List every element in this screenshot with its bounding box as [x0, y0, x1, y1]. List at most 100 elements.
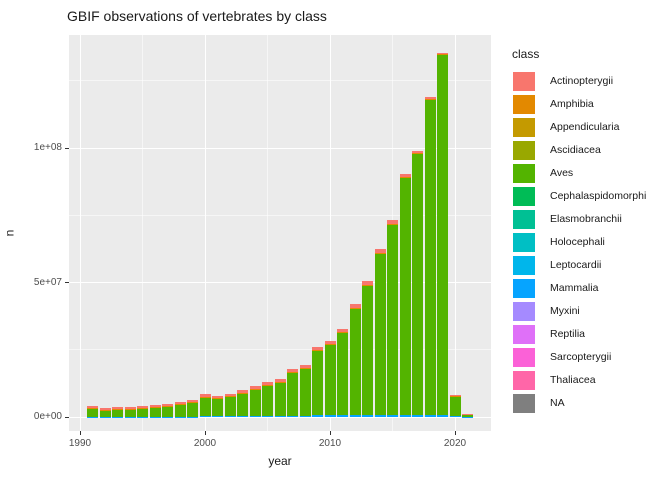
bar-2000: [199, 394, 211, 417]
bar-segment-aves: [349, 308, 361, 415]
bar-segment-aves: [137, 407, 148, 417]
x-axis-title: year: [268, 454, 292, 468]
bar-segment-actinopterygii: [399, 173, 411, 177]
bar-segment-aves: [249, 389, 261, 416]
bar-2014: [374, 248, 386, 417]
bar-segment-actinopterygii: [124, 407, 136, 409]
bar-segment-actinopterygii: [299, 365, 311, 369]
gridline-x-major: [329, 35, 331, 431]
bar-segment-actinopterygii: [324, 340, 336, 344]
legend-swatch-icon: [513, 371, 535, 390]
bar-segment-amphibia: [362, 284, 373, 286]
y-tick-label: 1e+08: [33, 142, 62, 153]
legend-swatch-icon: [513, 256, 535, 275]
legend-item-label: Ascidiacea: [550, 144, 601, 156]
bar-segment-mammalia: [249, 415, 261, 417]
bar-2015: [387, 219, 398, 417]
legend-swatch-icon: [513, 141, 535, 160]
bar-segment-aves: [312, 350, 323, 416]
bar-segment-aves: [374, 253, 386, 415]
legend-key-sarcopterygii: Sarcopterygii: [513, 348, 668, 367]
bar-1994: [124, 407, 136, 417]
legend-item-label: Cephalaspidomorphi: [550, 190, 647, 202]
bar-segment-mammalia: [424, 414, 436, 417]
legend-item-label: NA: [550, 397, 565, 409]
bar-segment-mammalia: [324, 414, 336, 417]
y-tick-label: 0e+00: [33, 411, 62, 422]
bar-segment-aves: [287, 372, 298, 416]
bar-2005: [262, 382, 273, 417]
legend-title: class: [512, 47, 540, 61]
bar-segment-actinopterygii: [224, 394, 236, 397]
legend-item-label: Reptilia: [550, 328, 586, 340]
x-tick-mark: [329, 431, 331, 435]
bar-segment-actinopterygii: [349, 304, 361, 308]
bar-segment-actinopterygii: [449, 395, 461, 396]
bar-segment-actinopterygii: [112, 407, 123, 409]
bar-segment-actinopterygii: [174, 401, 186, 405]
bar-segment-mammalia: [199, 416, 211, 417]
bar-segment-mammalia: [362, 414, 373, 417]
legend-swatch-icon: [513, 348, 535, 367]
legend-key-holocephali: Holocephali: [513, 233, 668, 252]
legend-swatch-icon: [513, 279, 535, 298]
bar-segment-mammalia: [374, 414, 386, 417]
gridline-y-minor: [69, 349, 491, 351]
bar-segment-actinopterygii: [87, 405, 98, 408]
bar-segment-amphibia: [399, 176, 411, 178]
x-tick-label: 1990: [68, 438, 92, 449]
gridline-x-major: [79, 35, 81, 431]
bar-segment-aves: [99, 409, 111, 417]
bar-segment-aves: [299, 368, 311, 416]
bar-1991: [87, 405, 98, 417]
bar-segment-aves: [274, 382, 286, 416]
legend-swatch-icon: [513, 233, 535, 252]
bar-segment-actinopterygii: [99, 408, 111, 410]
bar-segment-aves: [399, 177, 411, 415]
bar-segment-mammalia: [312, 415, 323, 417]
bar-segment-actinopterygii: [337, 328, 348, 332]
legend-key-mammalia: Mammalia: [513, 279, 668, 298]
legend-swatch-icon: [513, 187, 535, 206]
bar-segment-actinopterygii: [162, 404, 173, 407]
legend-swatch-icon: [513, 95, 535, 114]
bar-segment-aves: [124, 408, 136, 417]
legend-item-label: Myxini: [550, 305, 580, 317]
bar-segment-aves: [187, 402, 198, 417]
gridline-y-major: [69, 147, 491, 149]
bar-segment-mammalia: [387, 414, 398, 417]
bar-segment-amphibia: [387, 223, 398, 225]
legend-key-na: NA: [513, 394, 668, 413]
bar-segment-actinopterygii: [149, 405, 161, 408]
bar-2011: [337, 328, 348, 417]
gridline-x-minor: [267, 35, 268, 431]
bar-segment-aves: [462, 414, 473, 417]
legend-item-label: Thaliacea: [550, 374, 596, 386]
legend-swatch-icon: [513, 325, 535, 344]
bar-segment-aves: [199, 396, 211, 417]
bar-segment-aves: [212, 398, 223, 417]
bar-segment-aves: [149, 407, 161, 417]
bar-2007: [287, 368, 298, 417]
bar-2019: [437, 52, 448, 417]
bar-segment-aves: [237, 392, 248, 416]
legend-key-myxini: Myxini: [513, 302, 668, 321]
bar-segment-aves: [162, 406, 173, 417]
x-tick-label: 2020: [443, 438, 467, 449]
bar-segment-aves: [262, 385, 273, 416]
legend: class Actinopterygii Amphibia Appendicular…: [505, 47, 670, 427]
legend-key-ascidiacea: Ascidiacea: [513, 141, 668, 160]
bar-segment-actinopterygii: [212, 396, 223, 399]
gridline-y-minor: [69, 214, 491, 216]
bar-2006: [274, 379, 286, 417]
bar-segment-aves: [87, 407, 98, 417]
legend-key-reptilia: Reptilia: [513, 325, 668, 344]
legend-key-cephalaspidomorphi: Cephalaspidomorphi: [513, 187, 668, 206]
bar-segment-actinopterygii: [374, 248, 386, 253]
gridline-x-major: [204, 35, 206, 431]
bar-2003: [237, 390, 248, 417]
bar-segment-actinopterygii: [412, 150, 423, 153]
bar-segment-actinopterygii: [262, 382, 273, 385]
bar-2012: [349, 304, 361, 417]
bar-segment-actinopterygii: [437, 52, 448, 54]
